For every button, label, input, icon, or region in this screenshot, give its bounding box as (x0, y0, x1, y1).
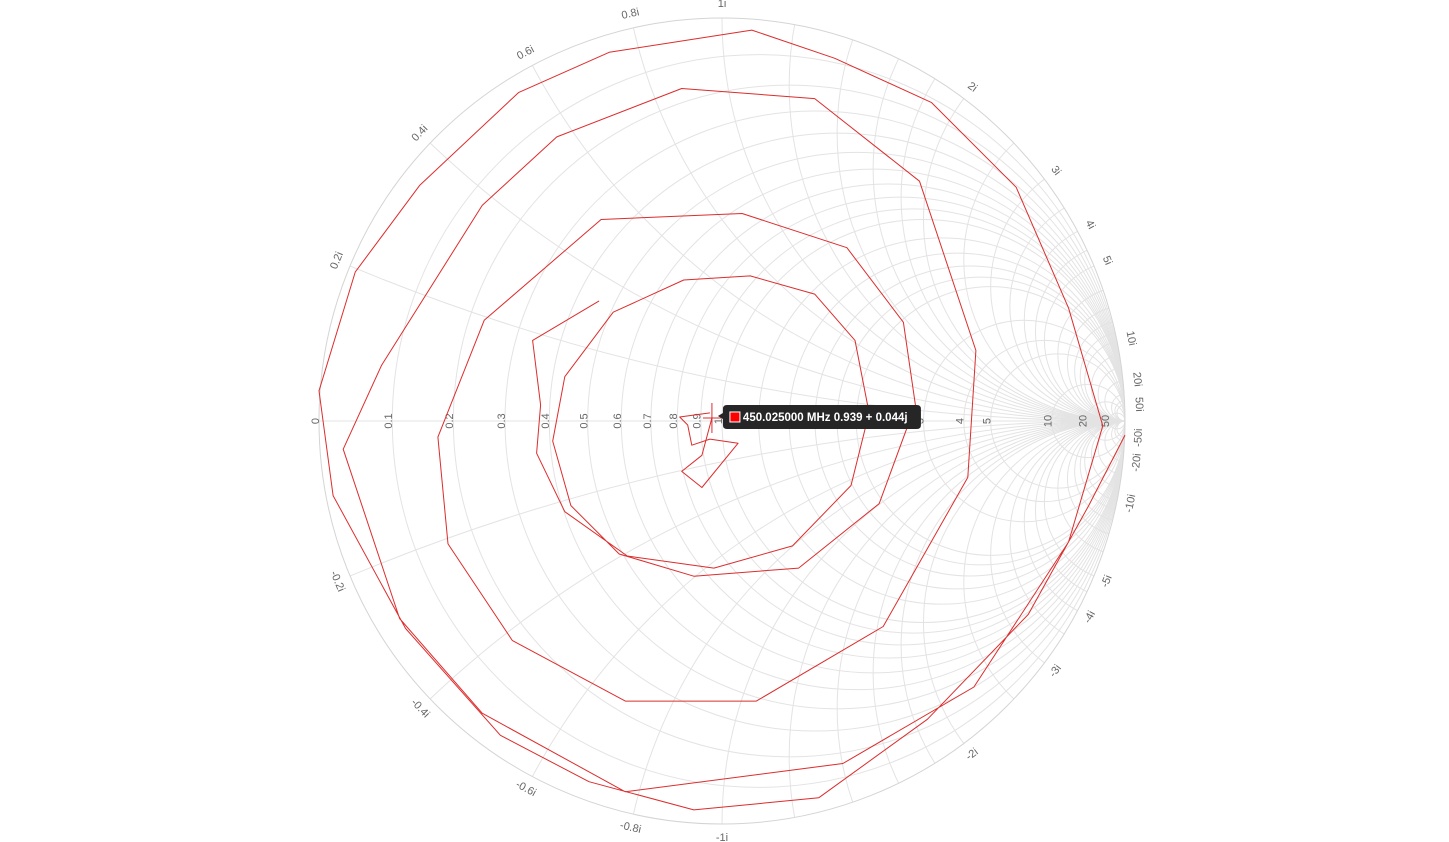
reactance-arc (319, 420, 1125, 824)
unit-circle (318, 17, 1126, 825)
reactance-arc (452, 18, 1125, 422)
reactance-arc (923, 420, 1125, 824)
marker-tooltip-box (717, 404, 921, 429)
resistance-tick-label: 0.8 (668, 413, 680, 428)
reactance-arc (1043, 259, 1125, 422)
reactance-arc (990, 151, 1125, 422)
reactance-tick-label: -3i (1047, 663, 1064, 680)
reactance-arc (1066, 420, 1125, 537)
reactance-arc (963, 420, 1125, 744)
reactance-arc (900, 420, 1125, 824)
reactance-tick-label: 0.8i (620, 6, 640, 22)
reactance-arc (1009, 420, 1125, 652)
trace-line (318, 29, 1126, 811)
resistance-tick-label: 4 (955, 418, 967, 424)
reactance-tick-label: 3i (1048, 164, 1063, 178)
resistance-tick-label: 0.9 (692, 413, 704, 428)
resistance-tick-label: 1 (713, 418, 725, 424)
reactance-arc (721, 18, 1125, 422)
reactance-tick-label: 0.6i (515, 44, 536, 63)
resistance-tick-label: 50 (1100, 415, 1112, 427)
reactance-tick-label: 1i (718, 0, 727, 10)
marker-tooltip-text: 450.025000 MHz 0.939 + 0.044j (743, 412, 908, 424)
reactance-tick-label: -0.8i (619, 820, 643, 836)
reactance-arc (900, 18, 1125, 422)
reactance-tick-label: 20i (1130, 371, 1143, 387)
reactance-tick-label: -20i (1130, 453, 1144, 472)
reactance-arc (319, 18, 1125, 422)
resistance-tick-label: 0.4 (540, 413, 552, 428)
resistance-tick-label: 0.1 (383, 413, 395, 428)
reactance-tick-label: -5i (1099, 573, 1115, 589)
resistance-tick-label: 5 (982, 418, 994, 424)
reactance-arc (1023, 420, 1125, 623)
reactance-tick-label: -0.4i (408, 697, 431, 721)
resistance-tick-label: 10 (1043, 415, 1055, 427)
reactance-arc (1034, 420, 1125, 601)
reactance-arc (1009, 190, 1125, 422)
reactance-tick-label: -4i (1082, 609, 1098, 625)
reactance-tick-label: 5i (1100, 254, 1114, 267)
marker-layer: 450.025000 MHz 0.939 + 0.044j (702, 402, 921, 433)
reactance-arc (1066, 305, 1125, 422)
reactance-tick-label: -50i (1132, 428, 1145, 447)
reactance-tick-label: 50i (1132, 397, 1145, 412)
reactance-arc (1057, 286, 1125, 422)
reactance-arc (872, 18, 1125, 422)
reactance-arc (1034, 241, 1125, 422)
reactance-arc (1074, 319, 1125, 422)
reactance-tick-label: -2i (964, 746, 981, 763)
trace-tail (679, 412, 739, 488)
reactance-arc (1114, 420, 1125, 442)
reactance-tick-label: -1i (716, 832, 728, 842)
resistance-tick-label: 0.6 (612, 413, 624, 428)
reactance-tick-label: -0.6i (514, 779, 539, 800)
resistance-tick-label: 0.5 (579, 413, 591, 428)
reactance-tick-label: -10i (1123, 493, 1138, 513)
resistance-tick-label: 0.7 (642, 413, 654, 428)
reactance-tick-label: -0.2i (328, 569, 347, 593)
reactance-tick-label: 2i (965, 80, 979, 95)
resistance-tick-label: 0 (310, 418, 322, 424)
reactance-arc (923, 18, 1125, 422)
reactance-tick-label: 4i (1083, 218, 1098, 231)
resistance-tick-label: 20 (1078, 415, 1090, 427)
resistance-tick-label: 0.2 (444, 413, 456, 428)
reactance-tick-label: 0.4i (410, 123, 431, 144)
reactance-arc (1023, 219, 1125, 422)
trace-layer (318, 29, 1126, 811)
reactance-arc (1074, 420, 1125, 523)
reactance-arc (990, 420, 1125, 691)
marker-color-swatch (729, 411, 741, 423)
reactance-arc (963, 98, 1125, 422)
reactance-tick-label: 10i (1123, 330, 1138, 347)
reactance-arc (872, 420, 1125, 824)
reactance-arc (1043, 420, 1125, 583)
resistance-tick-label: 0.3 (496, 413, 508, 428)
reactance-arc (1057, 420, 1125, 556)
reactance-tick-label: 0.2i (328, 250, 346, 271)
reactance-arc (1114, 400, 1125, 422)
